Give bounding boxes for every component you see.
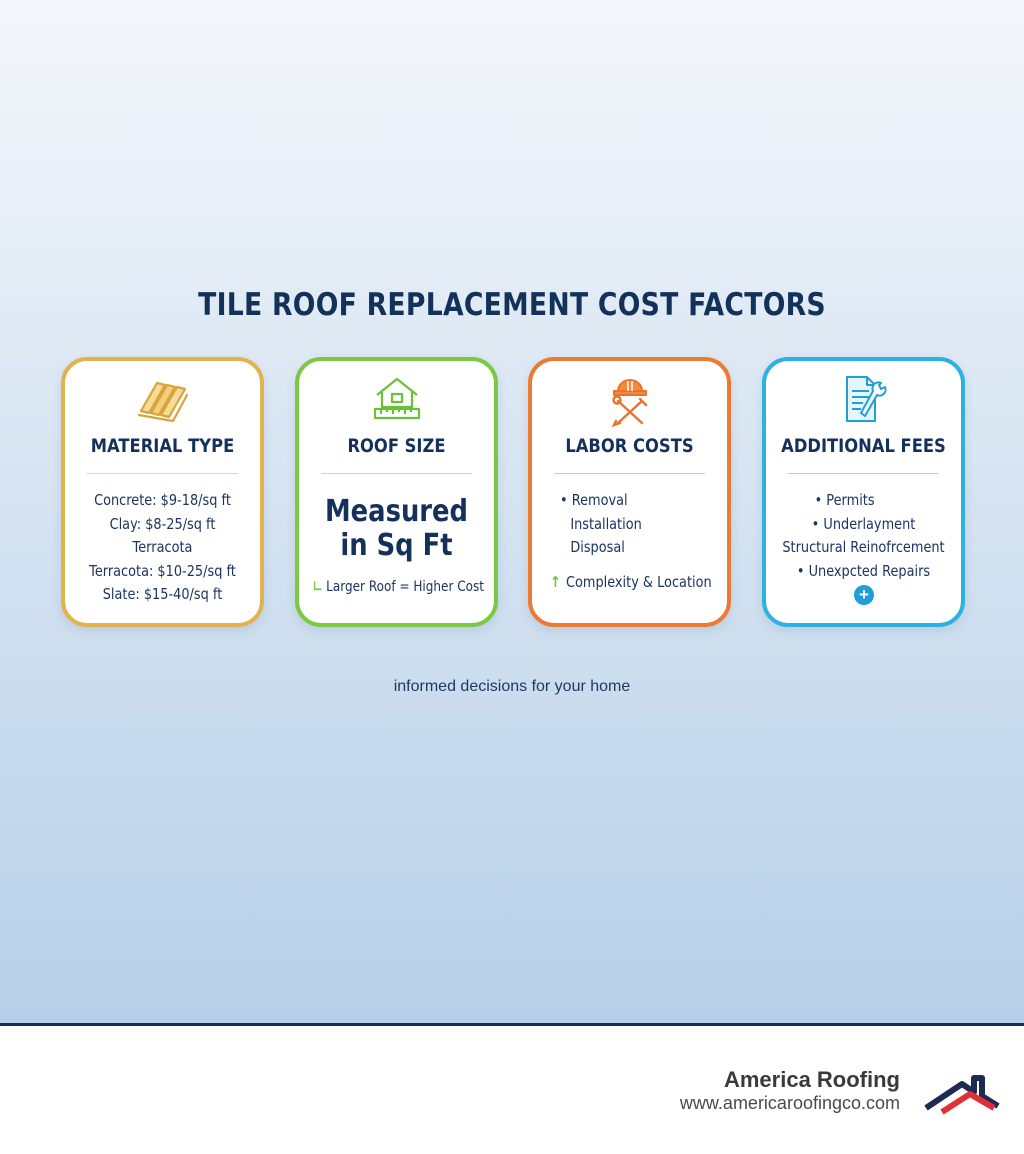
list-item: • Underlayment (811, 514, 916, 533)
divider (321, 473, 472, 474)
list-item: Clay: $8-25/sq ft (109, 514, 216, 533)
house-ruler-icon (299, 373, 494, 427)
footer: America Roofing www.americaroofingco.com (0, 1023, 1024, 1154)
roof-logo-icon (922, 1068, 1002, 1121)
card-heading: LABOR COSTS (565, 435, 694, 457)
list-item: Structural Reinofrcement (782, 538, 945, 556)
extra-text: Complexity & Location (565, 573, 712, 591)
card-material-type: MATERIAL TYPE Concrete: $9-18/sq ft Clay… (61, 357, 264, 627)
list-item: Terracota (132, 538, 193, 556)
measured-in-text: Measured in Sq Ft (324, 494, 469, 563)
note-text: Larger Roof = Higher Cost (326, 579, 485, 595)
arrow-up-icon: ↑ (550, 573, 561, 591)
roof-tiles-icon (65, 373, 260, 427)
card-heading: ADDITIONAL FEES (781, 435, 946, 457)
list-item: Slate: $15-40/sq ft (102, 585, 223, 603)
list-item: Terracota: $10-25/sq ft (89, 561, 236, 580)
tagline: informed decisions for your home (393, 678, 631, 695)
labor-list: • Removal Installation Disposal (532, 489, 727, 560)
size-note: ∟ Larger Roof = Higher Cost (312, 579, 485, 595)
fees-list: • Permits • Underlayment Structural Rein… (766, 489, 961, 583)
divider (554, 473, 705, 474)
labor-extra-note: ↑ Complexity & Location (535, 573, 712, 591)
card-additional-fees: ADDITIONAL FEES • Permits • Underlayment… (762, 357, 965, 627)
card-roof-size: ROOF SIZE Measured in Sq Ft ∟ Larger Roof… (295, 357, 498, 627)
page-title: TILE ROOF REPLACEMENT COST FACTORS (198, 287, 826, 323)
card-heading: ROOF SIZE (347, 435, 446, 457)
list-item: Concrete: $9-18/sq ft (94, 491, 231, 509)
brand-name: America Roofing (723, 1067, 900, 1092)
brand-url[interactable]: www.americaroofingco.com (679, 1093, 900, 1113)
corner-mark-icon: ∟ (312, 579, 323, 595)
divider (788, 473, 939, 474)
list-item: • Permits (814, 491, 875, 509)
document-wrench-icon (766, 373, 961, 427)
plus-icon: + (854, 585, 874, 605)
card-labor-costs: LABOR COSTS • Removal Installation Dispo… (528, 357, 731, 627)
list-item: • Unexpcted Repairs (796, 561, 931, 580)
list-item: Disposal (570, 538, 625, 556)
material-price-list: Concrete: $9-18/sq ft Clay: $8-25/sq ft … (65, 489, 260, 607)
divider (87, 473, 238, 474)
list-item: Installation (570, 514, 642, 533)
list-item: • Removal (560, 491, 628, 509)
card-heading: MATERIAL TYPE (90, 435, 235, 457)
hardhat-tools-icon (532, 373, 727, 427)
